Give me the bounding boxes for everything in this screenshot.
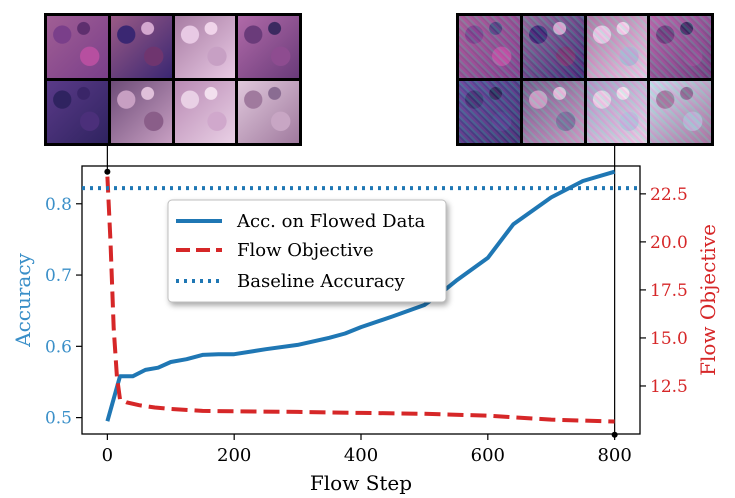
legend: Acc. on Flowed Data Flow Objective Basel… [167, 199, 447, 303]
legend-label-baseline: Baseline Accuracy [237, 271, 406, 292]
original-samples-tile [238, 81, 299, 143]
original-samples-tile [47, 16, 108, 78]
original-samples-tile [47, 81, 108, 143]
x-axis-label: Flow Step [310, 471, 412, 495]
flowed-samples-tile [459, 16, 520, 78]
flowed-samples-tile [586, 16, 648, 78]
original-samples-tile [110, 16, 172, 78]
flowed-samples-grid [456, 13, 714, 146]
original-samples-tile [174, 16, 236, 78]
legend-label-flow: Flow Objective [237, 240, 374, 261]
legend-box [167, 199, 447, 303]
x-tick-label: 800 [597, 445, 631, 466]
x-tick-label: 200 [217, 445, 251, 466]
original-samples-grid [44, 13, 302, 146]
y-tick-label-right: 15.0 [650, 329, 688, 349]
y-axis-label-right: Flow Objective [696, 224, 720, 376]
x-tick-label: 600 [471, 445, 505, 466]
x-tick-label: 400 [344, 445, 378, 466]
series-line-flow-objective [105, 176, 615, 424]
flowed-samples-tile [586, 81, 648, 143]
legend-label-acc: Acc. on Flowed Data [236, 211, 426, 232]
flowed-samples-tile [650, 16, 711, 78]
flowed-samples-tile [650, 81, 711, 143]
original-samples-tile [174, 81, 236, 143]
y-axis-label-left: Accuracy [11, 252, 35, 347]
flowed-samples-tile [522, 81, 584, 143]
y-tick-label-right: 20.0 [650, 233, 688, 253]
y-tick-label-left: 0.6 [45, 337, 72, 357]
y-tick-label-left: 0.7 [45, 266, 72, 286]
series-line-accuracy [105, 169, 616, 422]
y-tick-label-left: 0.5 [45, 409, 72, 429]
y-tick-label-right: 22.5 [650, 185, 688, 205]
flowed-samples-tile [522, 16, 584, 78]
y-tick-label-right: 17.5 [650, 281, 688, 301]
original-samples-tile [110, 81, 172, 143]
flowed-samples-tile [459, 81, 520, 143]
original-samples-tile [238, 16, 299, 78]
y-tick-label-left: 0.8 [45, 195, 72, 215]
step-marker [104, 168, 111, 175]
x-tick-label: 0 [102, 445, 113, 466]
y-tick-label-right: 12.5 [650, 377, 688, 397]
